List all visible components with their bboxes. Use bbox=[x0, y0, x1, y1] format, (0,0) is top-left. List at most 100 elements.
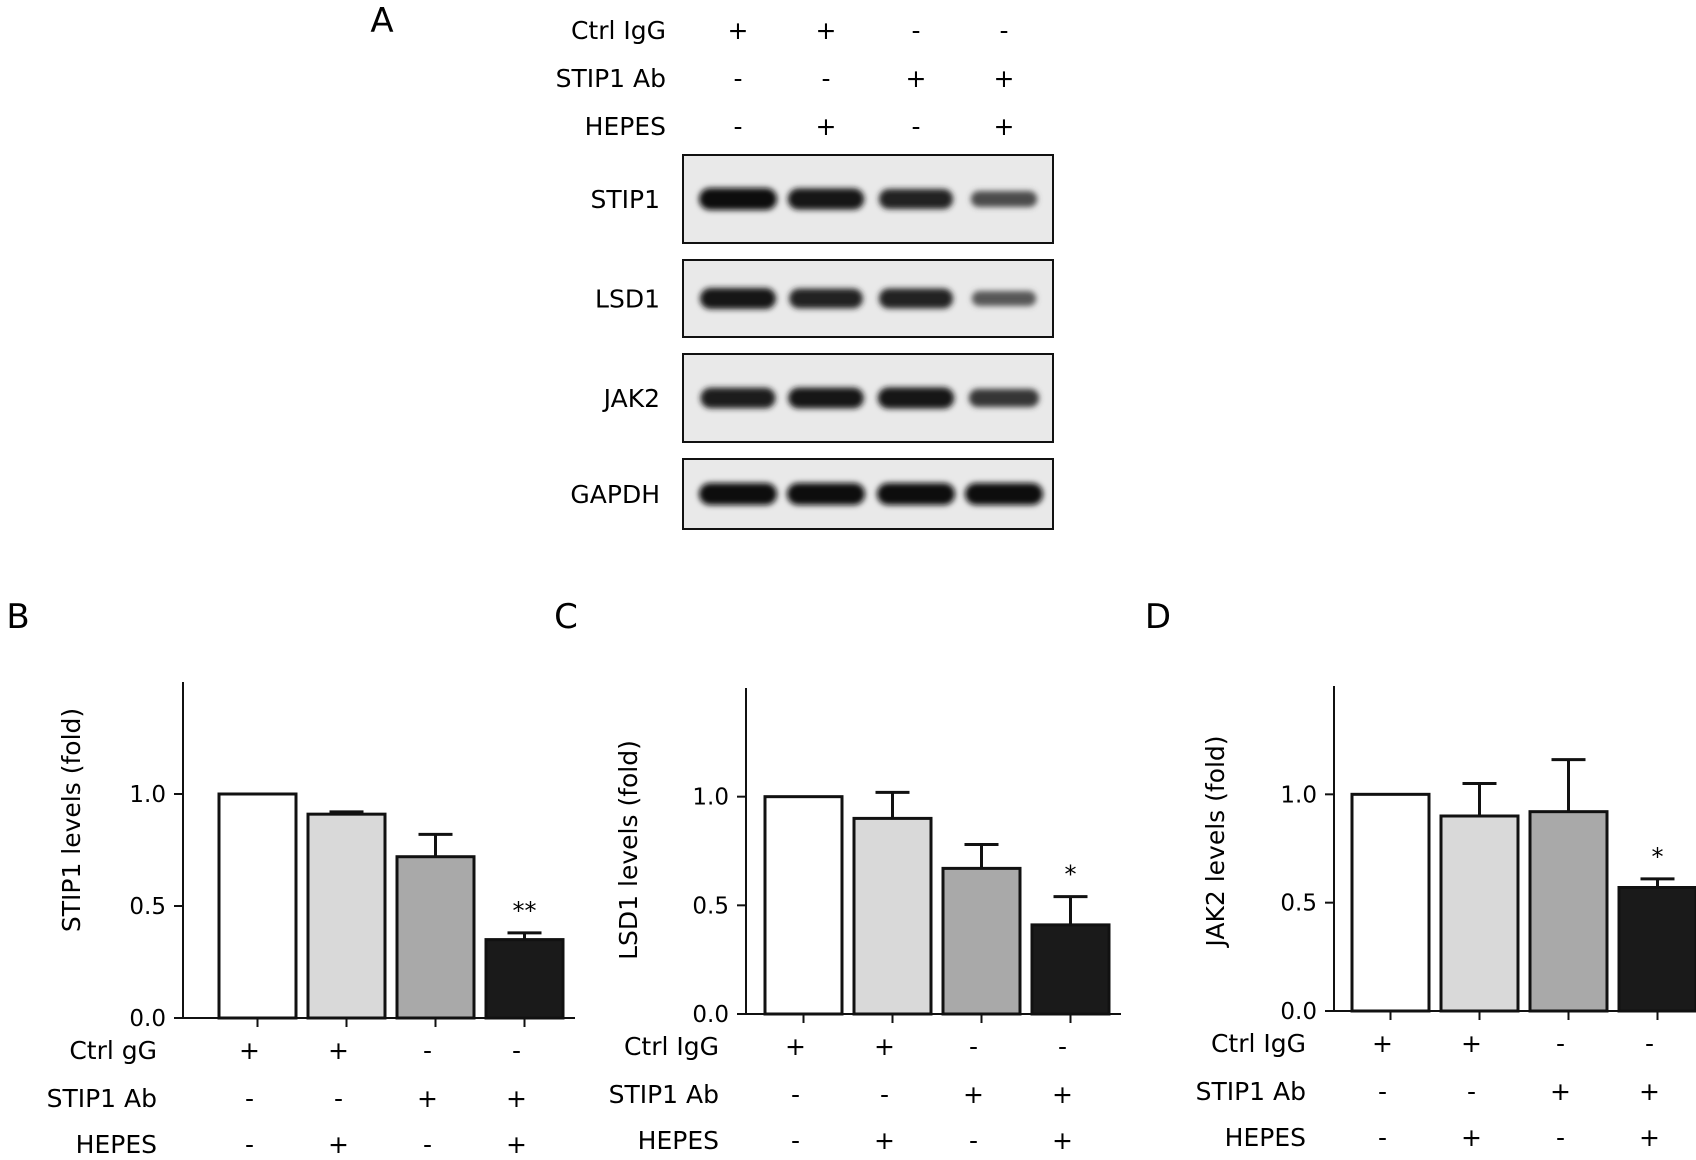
condition-sign: + bbox=[506, 1130, 527, 1159]
condition-label: STIP1 Ab bbox=[1196, 1077, 1306, 1106]
condition-sign: + bbox=[1461, 1029, 1482, 1058]
western-blot-panel: A Ctrl IgG + + - - STIP1 Ab - - + + HEPES - + - + STIP1 L… bbox=[370, 1, 1054, 530]
condition-sign: + bbox=[816, 112, 837, 141]
condition-label: Ctrl IgG bbox=[1211, 1029, 1306, 1058]
condition-sign: + bbox=[785, 1032, 806, 1061]
condition-sign: + bbox=[963, 1080, 984, 1109]
bar bbox=[395, 855, 476, 1020]
bar bbox=[484, 938, 565, 1020]
condition-label: STIP1 Ab bbox=[556, 64, 666, 93]
blot-label: GAPDH bbox=[570, 480, 660, 509]
condition-sign: + bbox=[328, 1130, 349, 1159]
significance-marker: * bbox=[1065, 861, 1077, 889]
blot-band bbox=[699, 188, 777, 210]
condition-sign: - bbox=[245, 1084, 254, 1113]
condition-sign: - bbox=[1556, 1029, 1565, 1058]
panel-letter: D bbox=[1145, 597, 1171, 637]
blot-label: JAK2 bbox=[602, 384, 660, 413]
blot-band bbox=[699, 483, 777, 505]
condition-sign: + bbox=[1052, 1126, 1073, 1155]
condition-sign: - bbox=[1378, 1077, 1387, 1106]
condition-sign: - bbox=[1645, 1029, 1654, 1058]
y-axis-label: JAK2 levels (fold) bbox=[1201, 735, 1230, 948]
condition-sign: + bbox=[906, 64, 927, 93]
condition-sign: + bbox=[1372, 1029, 1393, 1058]
blot-band bbox=[787, 188, 865, 210]
blot-band bbox=[971, 291, 1037, 306]
condition-label: HEPES bbox=[638, 1126, 719, 1155]
y-tick-label: 0.0 bbox=[1280, 999, 1317, 1025]
condition-sign: - bbox=[911, 16, 920, 45]
condition-sign: - bbox=[423, 1036, 432, 1065]
blot-band bbox=[965, 483, 1043, 505]
blot-label: LSD1 bbox=[595, 285, 660, 314]
panel-letter: C bbox=[554, 597, 578, 637]
condition-sign: + bbox=[874, 1126, 895, 1155]
panel-letter: B bbox=[6, 597, 29, 637]
bar bbox=[941, 866, 1022, 1016]
condition-sign: - bbox=[969, 1126, 978, 1155]
condition-sign: + bbox=[816, 16, 837, 45]
condition-label: HEPES bbox=[76, 1130, 157, 1159]
y-tick-label: 0.5 bbox=[1280, 891, 1317, 917]
condition-label: STIP1 Ab bbox=[47, 1084, 157, 1113]
condition-label: HEPES bbox=[1225, 1123, 1306, 1152]
condition-sign: - bbox=[1058, 1032, 1067, 1061]
bar bbox=[763, 795, 844, 1016]
condition-sign: + bbox=[994, 64, 1015, 93]
y-tick-label: 0.5 bbox=[692, 893, 729, 919]
condition-sign: + bbox=[1639, 1123, 1660, 1152]
blot-band bbox=[878, 288, 954, 309]
significance-marker: ** bbox=[513, 897, 537, 925]
bar bbox=[306, 812, 387, 1020]
bar bbox=[217, 792, 298, 1020]
condition-sign: - bbox=[423, 1130, 432, 1159]
condition-label: STIP1 Ab bbox=[609, 1080, 719, 1109]
condition-sign: - bbox=[791, 1080, 800, 1109]
bar bbox=[1439, 814, 1520, 1013]
condition-label: Ctrl IgG bbox=[571, 16, 666, 45]
condition-sign: + bbox=[506, 1084, 527, 1113]
condition-sign: - bbox=[1378, 1123, 1387, 1152]
condition-sign: - bbox=[911, 112, 920, 141]
condition-sign: - bbox=[1467, 1077, 1476, 1106]
condition-sign: - bbox=[999, 16, 1008, 45]
bar bbox=[1528, 810, 1609, 1013]
condition-sign: - bbox=[969, 1032, 978, 1061]
condition-sign: - bbox=[1556, 1123, 1565, 1152]
y-tick-label: 1.0 bbox=[692, 785, 729, 811]
condition-sign: + bbox=[728, 16, 749, 45]
condition-sign: + bbox=[417, 1084, 438, 1113]
condition-sign: - bbox=[512, 1036, 521, 1065]
y-tick-label: 1.0 bbox=[1280, 782, 1317, 808]
condition-sign: - bbox=[245, 1130, 254, 1159]
bar bbox=[852, 816, 933, 1016]
bar bbox=[1617, 886, 1696, 1013]
condition-sign: - bbox=[733, 64, 742, 93]
y-axis-label: LSD1 levels (fold) bbox=[614, 740, 643, 960]
blot-label: STIP1 bbox=[591, 185, 661, 214]
condition-sign: - bbox=[880, 1080, 889, 1109]
y-tick-label: 1.0 bbox=[129, 782, 166, 808]
blot-band bbox=[700, 387, 776, 409]
condition-sign: + bbox=[1639, 1077, 1660, 1106]
blot-band bbox=[699, 288, 777, 309]
y-tick-label: 0.0 bbox=[129, 1006, 166, 1032]
blot-band bbox=[877, 387, 955, 409]
condition-sign: - bbox=[791, 1126, 800, 1155]
panel-letter-a: A bbox=[370, 1, 393, 41]
condition-label: Ctrl IgG bbox=[624, 1032, 719, 1061]
y-tick-label: 0.5 bbox=[129, 894, 166, 920]
condition-sign: - bbox=[821, 64, 830, 93]
y-axis-label: STIP1 levels (fold) bbox=[57, 708, 86, 932]
condition-sign: + bbox=[328, 1036, 349, 1065]
blot-band bbox=[878, 189, 954, 209]
bar-chart-lsd1: C 0.0 0.5 1.0 LSD1 levels (fold) * Ctrl IgG + + -… bbox=[554, 597, 1121, 1155]
condition-label: Ctrl gG bbox=[69, 1036, 157, 1065]
significance-marker: * bbox=[1652, 843, 1664, 871]
condition-label: HEPES bbox=[585, 112, 666, 141]
blot-band bbox=[968, 389, 1040, 407]
condition-sign: - bbox=[334, 1084, 343, 1113]
blot-band bbox=[789, 288, 863, 309]
blot-band bbox=[877, 483, 955, 505]
